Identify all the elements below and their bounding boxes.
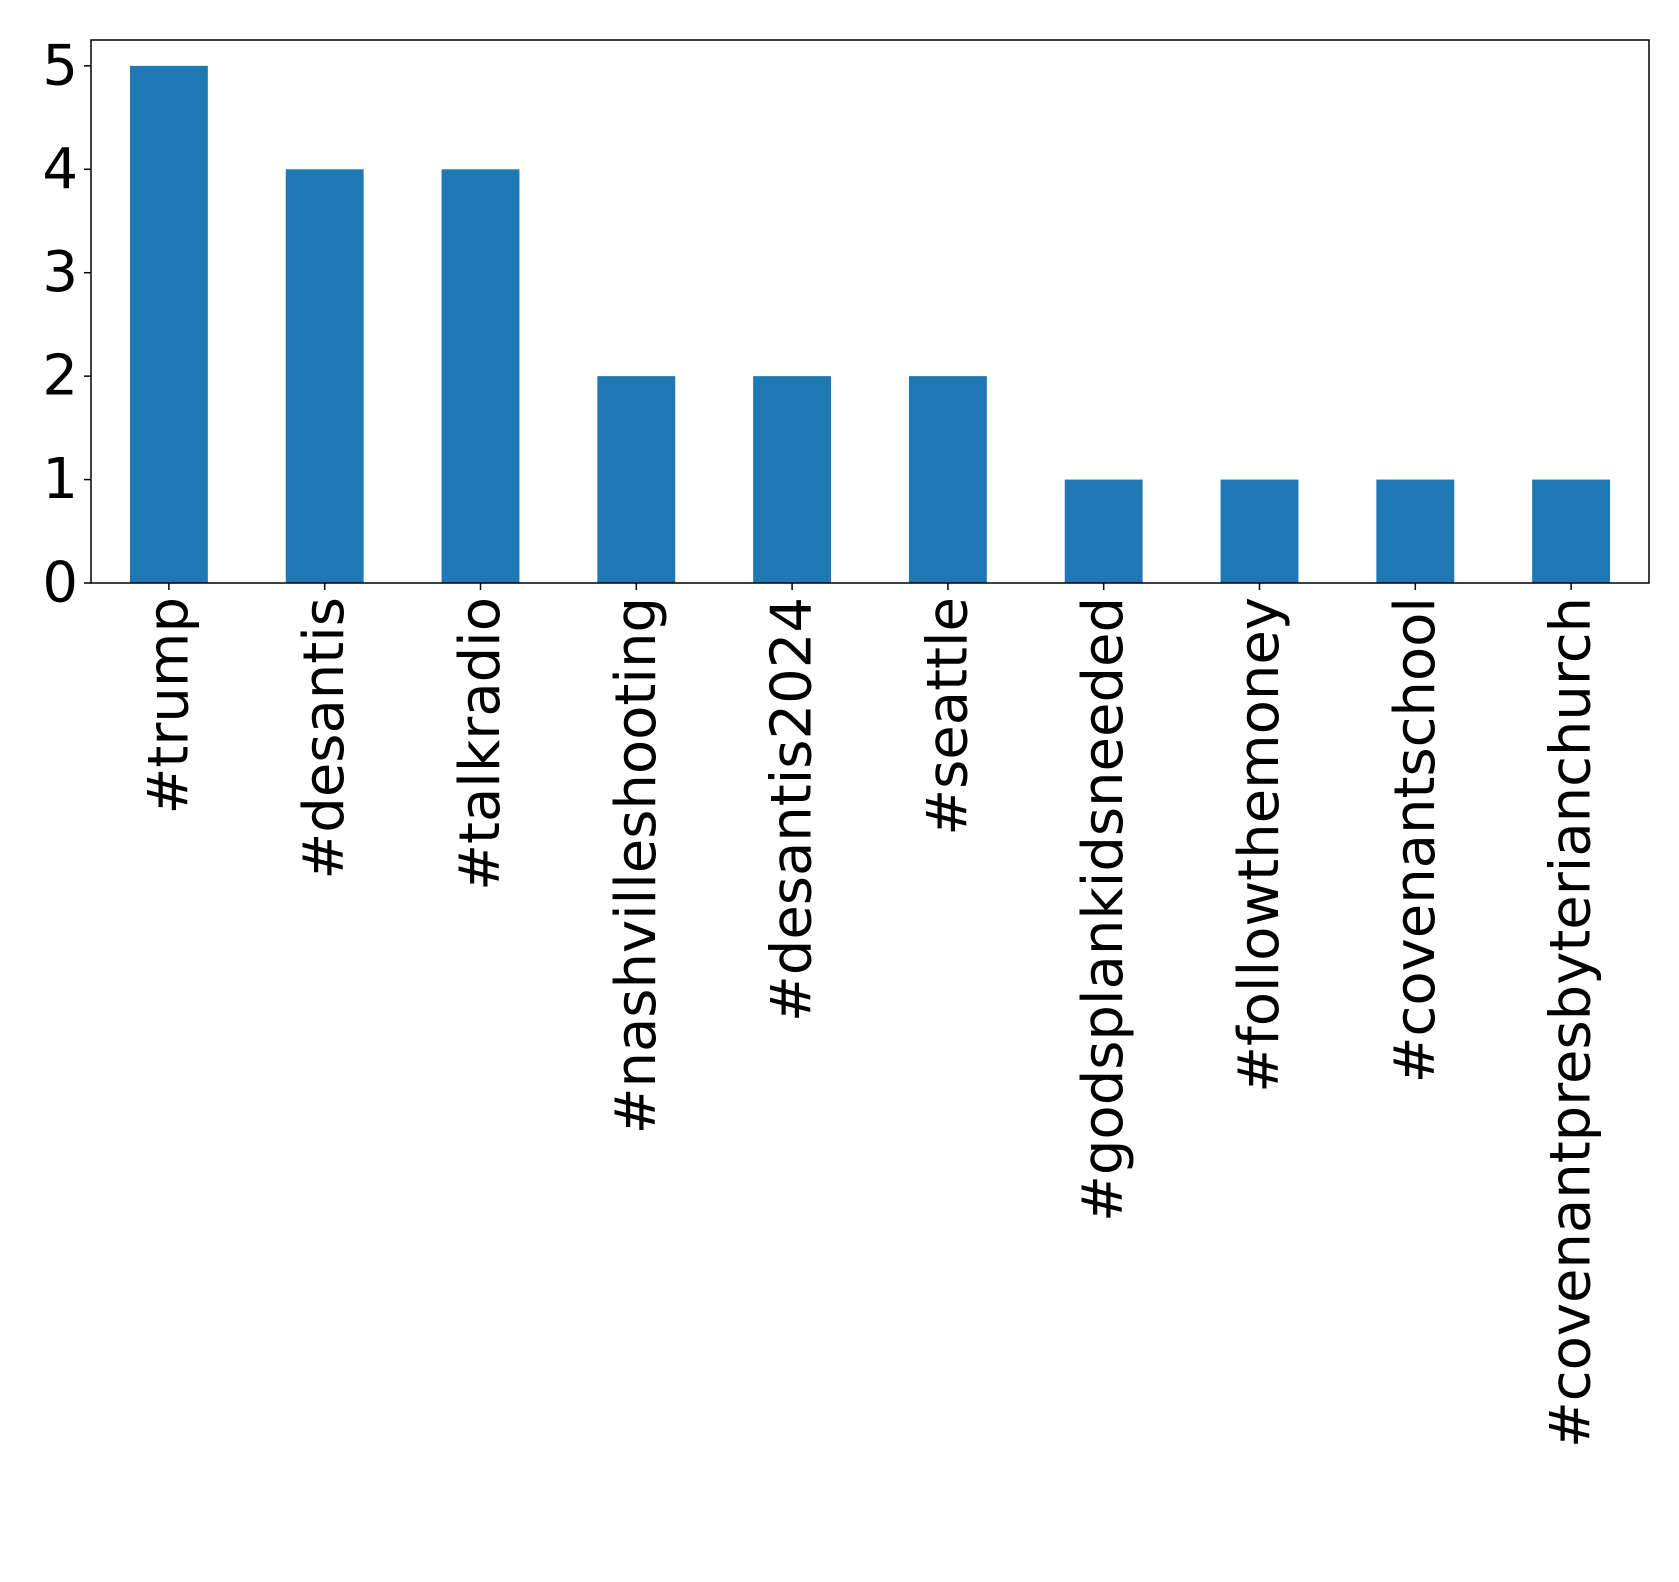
x-tick-label: #trump <box>136 597 201 815</box>
x-axis: #trump #desantis #talkradio #nashvilleshoot… <box>136 583 1604 1448</box>
x-tick-label: #seattle <box>915 597 980 836</box>
bar-seattle <box>908 376 987 583</box>
y-tick-label: 5 <box>42 33 78 98</box>
y-tick-label: 3 <box>42 240 78 305</box>
x-tick-label: #desantis <box>292 597 357 880</box>
y-tick-label: 4 <box>42 137 78 202</box>
x-tick-label: #followthemoney <box>1227 597 1292 1093</box>
x-tick-label: #covenantschool <box>1383 597 1448 1083</box>
bars-layer <box>129 65 1611 584</box>
x-tick-label: #talkradio <box>448 597 513 891</box>
bar-desantis <box>285 169 364 584</box>
bar-trump <box>129 65 208 584</box>
x-tick-label: #godsplankidsneeded <box>1071 597 1136 1222</box>
y-tick-label: 1 <box>42 447 78 512</box>
x-tick-label: #nashvilleshooting <box>604 597 669 1134</box>
bar-followthemoney <box>1220 479 1299 583</box>
bar-godsplankidsneeded <box>1064 479 1143 583</box>
bar-covenantschool <box>1376 479 1455 583</box>
bar-nashvilleshooting <box>597 376 676 583</box>
bar-desantis2024 <box>753 376 832 583</box>
y-tick-label: 2 <box>42 344 78 409</box>
x-tick-label: #desantis2024 <box>760 597 825 1022</box>
bar-talkradio <box>441 169 520 584</box>
y-tick-label: 0 <box>42 551 78 616</box>
y-axis: 0 1 2 3 4 5 <box>42 33 91 616</box>
bar-covenantpresbyterianchurch <box>1532 479 1611 583</box>
x-tick-label: #covenantpresbyterianchurch <box>1539 597 1604 1448</box>
plot-frame <box>90 39 1650 584</box>
